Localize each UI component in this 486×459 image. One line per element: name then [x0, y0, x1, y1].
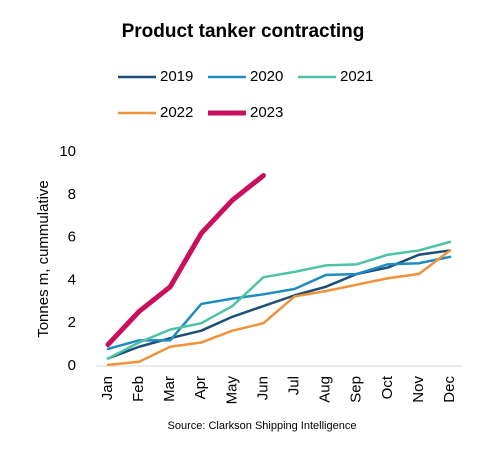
y-tick-label: 2 — [68, 314, 76, 331]
y-tick-label: 10 — [59, 143, 76, 160]
legend-label: 2019 — [160, 68, 193, 85]
x-tick-label: Jan — [99, 376, 116, 400]
x-tick-label: Dec — [441, 376, 458, 403]
legend-label: 2020 — [250, 68, 283, 85]
y-tick-label: 6 — [68, 229, 76, 246]
series-line — [106, 240, 452, 360]
series-line — [106, 255, 452, 351]
x-tick-label: May — [223, 376, 240, 405]
x-tick-label: Feb — [130, 376, 147, 402]
legend-label: 2023 — [250, 104, 283, 121]
series-line — [106, 249, 452, 360]
y-axis-label: Tonnes m, cummulative — [35, 180, 52, 338]
x-tick-label: Jul — [286, 376, 303, 395]
x-tick-label: Jun — [254, 376, 271, 400]
x-tick-label: Aug — [317, 376, 334, 403]
chart-title: Product tanker contracting — [122, 21, 365, 42]
legend-label: 2021 — [340, 68, 373, 85]
x-tick-label: Oct — [379, 375, 396, 399]
source: Source: Clarkson Shipping Intelligence — [168, 420, 357, 432]
series-line — [105, 173, 266, 348]
series-line — [106, 249, 452, 367]
x-tick-label: Sep — [348, 376, 365, 403]
y-tick-label: 4 — [68, 271, 76, 288]
x-tick-label: Mar — [161, 376, 178, 402]
x-tick-label: Apr — [192, 376, 209, 399]
y-tick-label: 0 — [68, 357, 76, 374]
legend-label: 2022 — [160, 104, 193, 121]
x-tick-label: Nov — [410, 376, 427, 403]
y-tick-label: 8 — [68, 186, 76, 203]
